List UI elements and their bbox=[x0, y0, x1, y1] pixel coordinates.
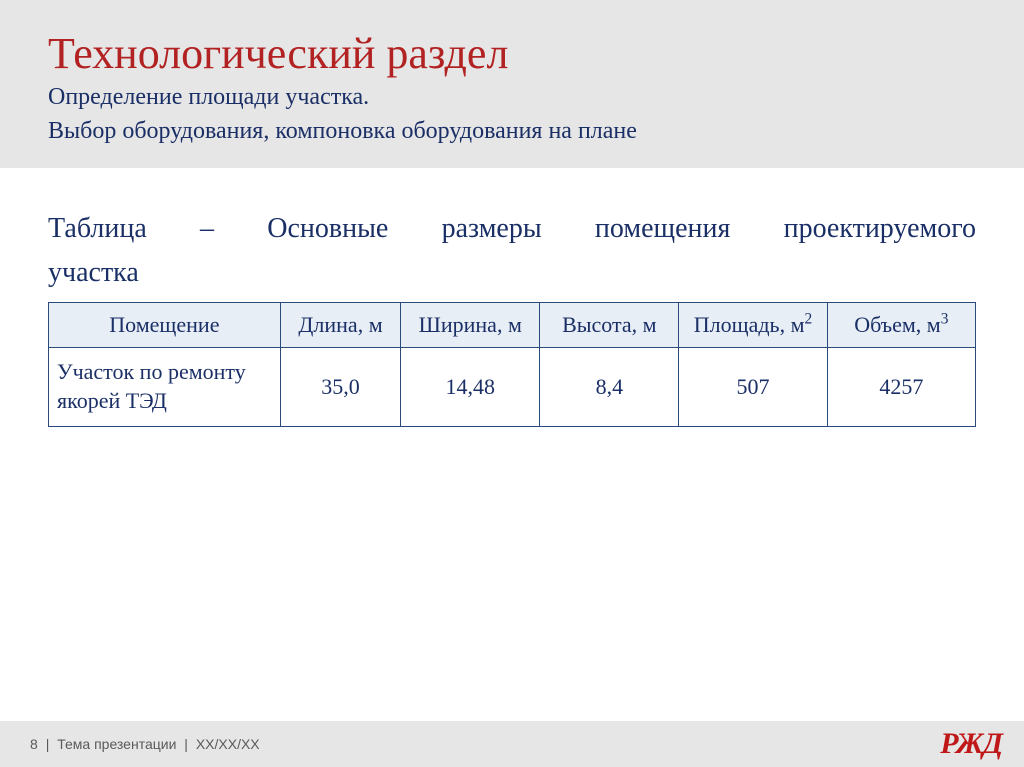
col-volume: Объем, м3 bbox=[827, 302, 975, 348]
page-number: 8 bbox=[30, 736, 38, 752]
header-band: Технологический раздел Определение площа… bbox=[0, 0, 1024, 168]
table-header-row: Помещение Длина, м Ширина, м Высота, м П… bbox=[49, 302, 976, 348]
cell-volume: 4257 bbox=[827, 348, 975, 426]
cell-room-label: Участок по ремонту якорей ТЭД bbox=[49, 348, 281, 426]
table-caption-line2: участка bbox=[48, 252, 976, 294]
cell-height: 8,4 bbox=[540, 348, 679, 426]
col-length: Длина, м bbox=[280, 302, 401, 348]
dimensions-table: Помещение Длина, м Ширина, м Высота, м П… bbox=[48, 302, 976, 427]
footer-date: XX/XX/XX bbox=[196, 736, 260, 752]
col-room: Помещение bbox=[49, 302, 281, 348]
col-area: Площадь, м2 bbox=[679, 302, 827, 348]
footer-topic: Тема презентации bbox=[57, 736, 176, 752]
cell-area: 507 bbox=[679, 348, 827, 426]
cell-length: 35,0 bbox=[280, 348, 401, 426]
slide-subtitle-1: Определение площади участка. bbox=[48, 81, 976, 113]
col-height: Высота, м bbox=[540, 302, 679, 348]
slide-title: Технологический раздел bbox=[48, 28, 976, 79]
table-caption-line1: Таблица – Основные размеры помещения про… bbox=[48, 208, 976, 250]
table-row: Участок по ремонту якорей ТЭД 35,0 14,48… bbox=[49, 348, 976, 426]
footer-meta: 8 | Тема презентации | XX/XX/XX bbox=[28, 736, 262, 752]
slide-subtitle-2: Выбор оборудования, компоновка оборудова… bbox=[48, 115, 976, 147]
cell-width: 14,48 bbox=[401, 348, 540, 426]
footer-sep-1: | bbox=[46, 736, 54, 752]
footer-sep-2: | bbox=[184, 736, 192, 752]
slide-body: Таблица – Основные размеры помещения про… bbox=[0, 168, 1024, 427]
col-width: Ширина, м bbox=[401, 302, 540, 348]
slide-footer: 8 | Тема презентации | XX/XX/XX РЖД bbox=[0, 721, 1024, 767]
rzd-logo: РЖД bbox=[940, 727, 1002, 761]
